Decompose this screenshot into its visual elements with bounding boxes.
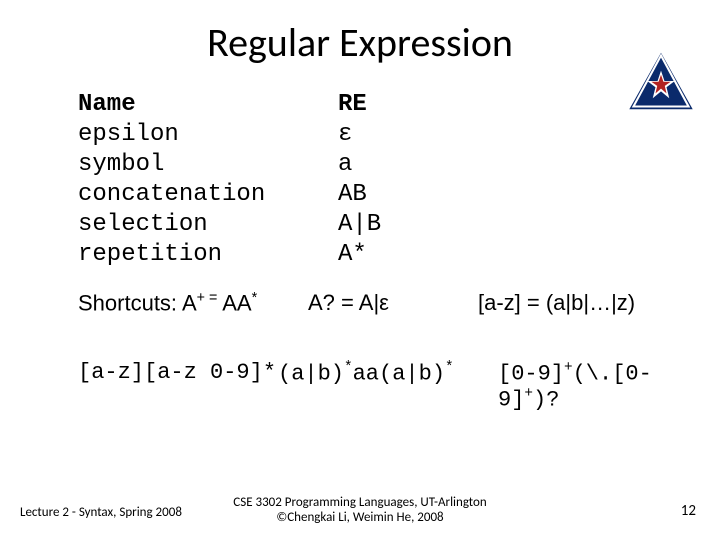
sup: + = xyxy=(197,290,218,306)
sup: + xyxy=(524,386,533,402)
sup: * xyxy=(344,360,353,376)
header-name: Name xyxy=(78,90,338,120)
text: aa(a|b) xyxy=(353,361,445,386)
examples-row: [a-z][a-z 0-9]* (a|b)*aa(a|b)* [0-9]+(\.… xyxy=(78,360,698,413)
footer-line-2: ©Chengkai Li, Weimin He, 2008 xyxy=(0,510,720,526)
table-row: symbol a xyxy=(78,150,638,180)
shortcut-1: Shortcuts: A+ = AA* xyxy=(78,290,308,316)
cell-re: a xyxy=(338,150,558,180)
shortcuts-row: Shortcuts: A+ = AA* A? = A|ε [a-z] = (a|… xyxy=(78,290,698,316)
text: )? xyxy=(533,388,559,413)
text: (a|b) xyxy=(278,361,344,386)
header-re: RE xyxy=(338,90,558,120)
cell-name: symbol xyxy=(78,150,338,180)
table-header: Name RE xyxy=(78,90,638,120)
definition-table: Name RE epsilon ε symbol a concatenation… xyxy=(78,90,638,270)
footer-center: CSE 3302 Programming Languages, UT-Arlin… xyxy=(0,495,720,526)
cell-name: concatenation xyxy=(78,180,338,210)
sup: + xyxy=(564,360,573,376)
footer-line-1: CSE 3302 Programming Languages, UT-Arlin… xyxy=(0,495,720,511)
text: A xyxy=(182,290,197,315)
cell-name: epsilon xyxy=(78,120,338,150)
shortcut-2: A? = A|ε xyxy=(308,290,478,316)
slide: Regular Expression Name RE epsilon ε sym… xyxy=(0,0,720,540)
slide-title: Regular Expression xyxy=(0,18,720,67)
cell-re: A* xyxy=(338,240,558,270)
table-row: concatenation AB xyxy=(78,180,638,210)
cell-re: ε xyxy=(338,120,558,150)
sup: * xyxy=(252,290,258,306)
cell-re: AB xyxy=(338,180,558,210)
slide-number: 12 xyxy=(681,502,696,520)
table-row: repetition A* xyxy=(78,240,638,270)
sup: * xyxy=(445,360,454,376)
shortcut-3: [a-z] = (a|b|…|z) xyxy=(478,290,698,316)
table-row: epsilon ε xyxy=(78,120,638,150)
cell-re: A|B xyxy=(338,210,558,240)
cell-name: repetition xyxy=(78,240,338,270)
example-3: [0-9]+(\.[0-9]+)? xyxy=(498,360,698,413)
example-1: [a-z][a-z 0-9]* xyxy=(78,360,278,413)
cell-name: selection xyxy=(78,210,338,240)
table-row: selection A|B xyxy=(78,210,638,240)
shortcuts-label: Shortcuts: xyxy=(78,290,177,315)
text: [0-9] xyxy=(498,361,564,386)
text: AA xyxy=(217,290,251,315)
example-2: (a|b)*aa(a|b)* xyxy=(278,360,498,413)
